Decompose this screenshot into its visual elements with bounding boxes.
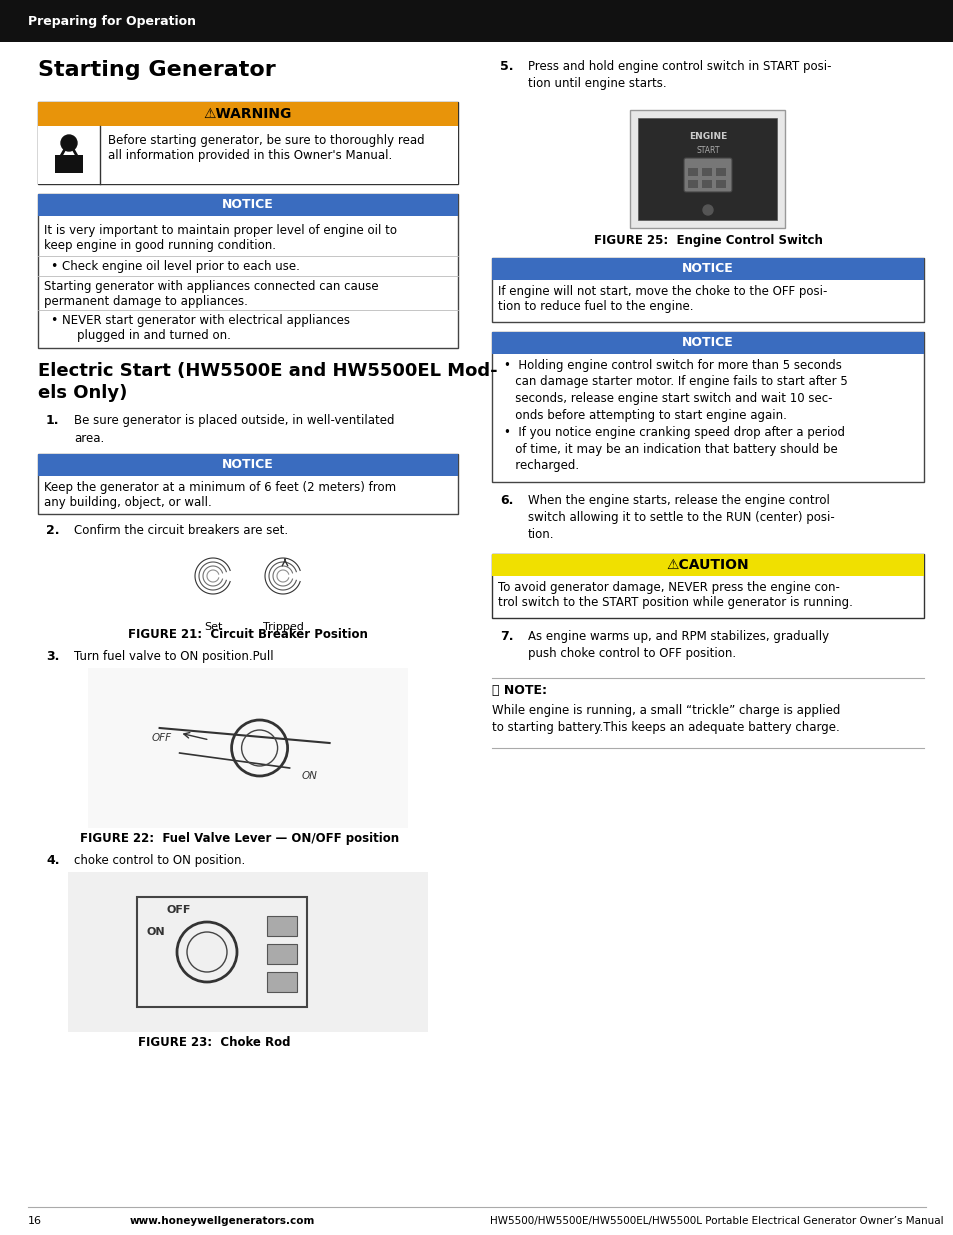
Text: 4.: 4. <box>46 853 59 867</box>
Text: Turn fuel valve to ON position.Pull: Turn fuel valve to ON position.Pull <box>74 650 274 663</box>
Text: FIGURE 23:  Choke Rod: FIGURE 23: Choke Rod <box>138 1036 291 1049</box>
Bar <box>687 180 698 188</box>
Bar <box>492 332 923 482</box>
Bar <box>492 332 923 354</box>
Text: Keep the generator at a minimum of 6 feet (2 meters) from
any building, object, : Keep the generator at a minimum of 6 fee… <box>44 480 395 509</box>
Text: •  Holding engine control switch for more than 5 seconds
   can damage starter m: • Holding engine control switch for more… <box>503 359 847 421</box>
Bar <box>701 180 711 188</box>
Text: Check engine oil level prior to each use.: Check engine oil level prior to each use… <box>62 261 299 273</box>
Text: Set: Set <box>204 622 222 632</box>
Bar <box>267 916 296 936</box>
Text: OFF: OFF <box>167 905 192 915</box>
Text: Preparing for Operation: Preparing for Operation <box>28 15 195 27</box>
Bar <box>137 897 307 1007</box>
Text: NOTICE: NOTICE <box>681 263 733 275</box>
Text: Be sure generator is placed outside, in well-ventilated: Be sure generator is placed outside, in … <box>74 414 395 427</box>
Bar <box>492 258 923 280</box>
Text: •: • <box>50 314 57 327</box>
Text: •: • <box>50 261 57 273</box>
Text: 1.: 1. <box>46 414 59 427</box>
Circle shape <box>61 135 77 151</box>
Bar <box>38 194 457 348</box>
Text: It is very important to maintain proper level of engine oil to
keep engine in go: It is very important to maintain proper … <box>44 224 396 252</box>
Text: Electric Start (HW5500E and HW5500EL Mod-
els Only): Electric Start (HW5500E and HW5500EL Mod… <box>38 362 497 401</box>
Text: ⚠CAUTION: ⚠CAUTION <box>666 558 748 572</box>
Bar <box>38 103 457 126</box>
Text: Before starting generator, be sure to thoroughly read
all information provided i: Before starting generator, be sure to th… <box>108 135 424 162</box>
Circle shape <box>702 205 712 215</box>
Bar <box>687 168 698 177</box>
Bar <box>88 668 408 827</box>
Bar <box>55 156 83 173</box>
Text: While engine is running, a small “trickle” charge is applied
to starting battery: While engine is running, a small “trickl… <box>492 704 840 734</box>
Text: ⚠WARNING: ⚠WARNING <box>204 107 292 121</box>
Text: Tripped: Tripped <box>262 622 303 632</box>
FancyBboxPatch shape <box>683 158 731 191</box>
Text: ⓘ NOTE:: ⓘ NOTE: <box>492 684 546 697</box>
Text: Starting generator with appliances connected can cause
permanent damage to appli: Starting generator with appliances conne… <box>44 280 378 308</box>
Text: NEVER start generator with electrical appliances
    plugged in and turned on.: NEVER start generator with electrical ap… <box>62 314 350 342</box>
Bar <box>38 454 457 475</box>
Text: NOTICE: NOTICE <box>222 199 274 211</box>
Bar <box>267 972 296 992</box>
Text: 7.: 7. <box>499 630 513 643</box>
Bar <box>492 555 923 576</box>
Text: ENGINE: ENGINE <box>688 132 726 141</box>
Text: FIGURE 25:  Engine Control Switch: FIGURE 25: Engine Control Switch <box>593 233 821 247</box>
Bar <box>716 180 725 188</box>
Bar <box>630 110 784 228</box>
Text: 3.: 3. <box>46 650 59 663</box>
Bar <box>638 119 777 220</box>
Text: If engine will not start, move the choke to the OFF posi-
tion to reduce fuel to: If engine will not start, move the choke… <box>497 285 826 312</box>
Bar <box>492 555 923 618</box>
Bar <box>38 126 100 184</box>
Text: HW5500/HW5500E/HW5500EL/HW5500L Portable Electrical Generator Owner’s Manual: HW5500/HW5500E/HW5500EL/HW5500L Portable… <box>490 1216 943 1226</box>
Bar <box>0 0 953 42</box>
Text: area.: area. <box>74 432 104 445</box>
Text: ON: ON <box>147 927 166 937</box>
Bar <box>267 944 296 965</box>
Text: Confirm the circuit breakers are set.: Confirm the circuit breakers are set. <box>74 524 288 537</box>
Bar <box>38 103 457 184</box>
Text: NOTICE: NOTICE <box>681 336 733 350</box>
Text: NOTICE: NOTICE <box>222 458 274 472</box>
Text: When the engine starts, release the engine control
switch allowing it to settle : When the engine starts, release the engi… <box>527 494 834 541</box>
Bar <box>38 454 457 514</box>
Text: Starting Generator: Starting Generator <box>38 61 275 80</box>
Text: www.honeywellgenerators.com: www.honeywellgenerators.com <box>130 1216 315 1226</box>
Text: choke control to ON position.: choke control to ON position. <box>74 853 245 867</box>
Bar <box>701 168 711 177</box>
Bar <box>492 258 923 322</box>
Text: FIGURE 22:  Fuel Valve Lever — ON/OFF position: FIGURE 22: Fuel Valve Lever — ON/OFF pos… <box>80 832 398 845</box>
Text: To avoid generator damage, NEVER press the engine con-
trol switch to the START : To avoid generator damage, NEVER press t… <box>497 580 852 609</box>
Text: 5.: 5. <box>499 61 513 73</box>
Text: As engine warms up, and RPM stabilizes, gradually
push choke control to OFF posi: As engine warms up, and RPM stabilizes, … <box>527 630 828 659</box>
Text: 6.: 6. <box>499 494 513 508</box>
Text: OFF: OFF <box>152 734 172 743</box>
Text: 2.: 2. <box>46 524 59 537</box>
Text: ON: ON <box>301 771 317 781</box>
Bar <box>716 168 725 177</box>
Text: Press and hold engine control switch in START posi-
tion until engine starts.: Press and hold engine control switch in … <box>527 61 831 90</box>
Bar <box>38 194 457 216</box>
Text: FIGURE 21:  Circuit Breaker Position: FIGURE 21: Circuit Breaker Position <box>128 629 368 641</box>
Text: START: START <box>696 146 719 156</box>
Text: 16: 16 <box>28 1216 42 1226</box>
Text: •  If you notice engine cranking speed drop after a period
   of time, it may be: • If you notice engine cranking speed dr… <box>503 426 844 472</box>
Bar <box>38 126 457 184</box>
Bar <box>68 872 428 1032</box>
